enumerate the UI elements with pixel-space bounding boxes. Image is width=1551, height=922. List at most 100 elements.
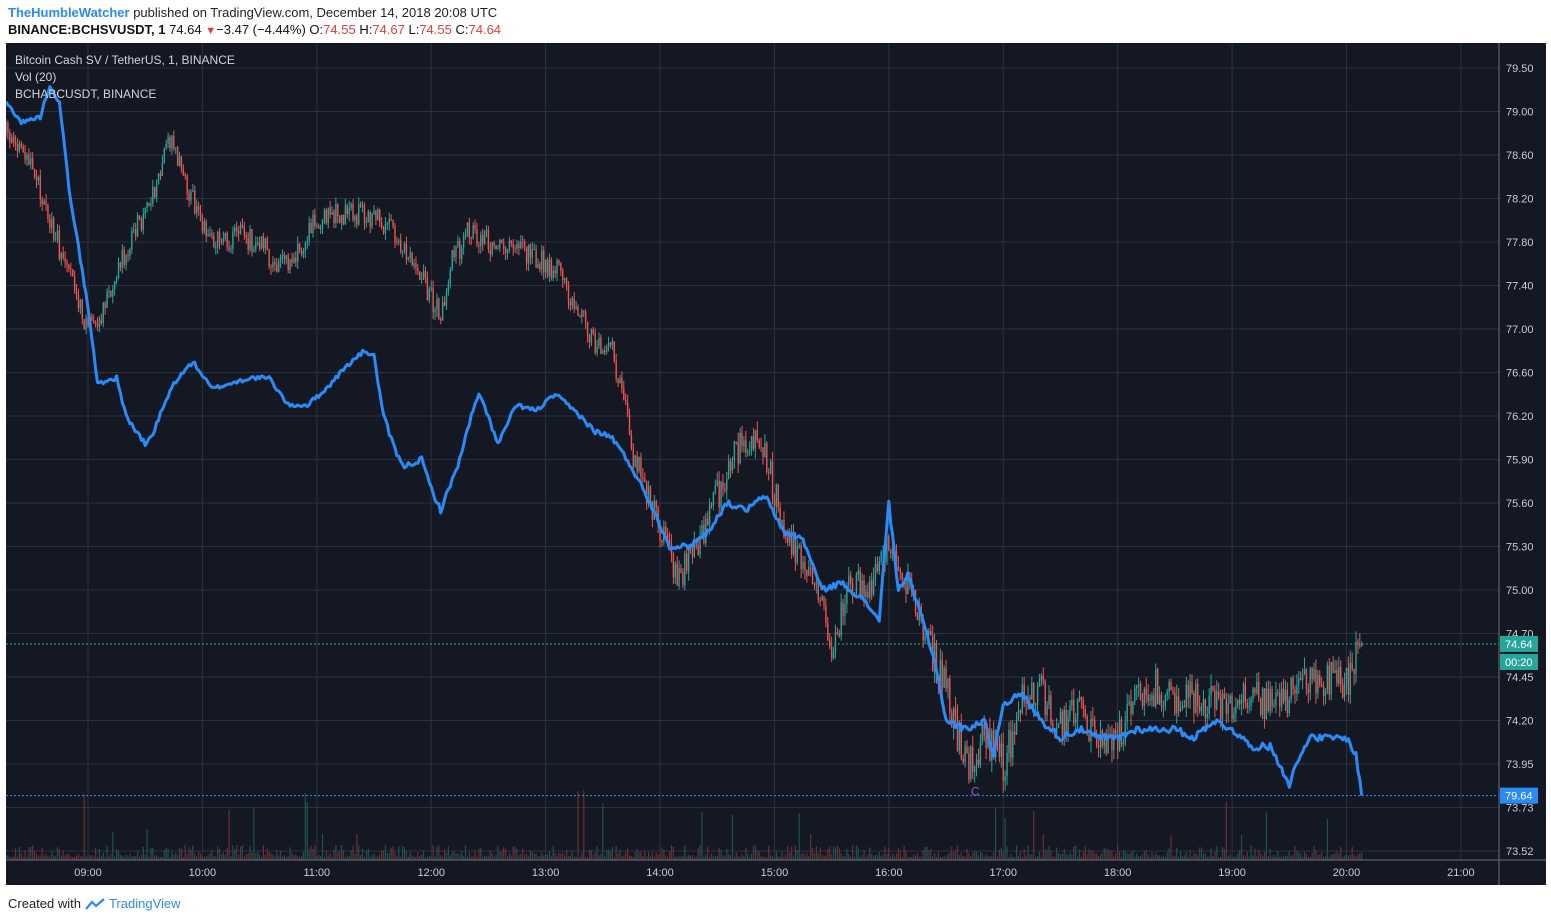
price-tags: 74.64 00:20 79.64 xyxy=(1500,635,1538,804)
candle xyxy=(1198,695,1201,714)
down-arrow-icon: ▼ xyxy=(205,25,217,37)
volume-bar xyxy=(1160,856,1163,860)
candle xyxy=(520,234,522,250)
volume-bar xyxy=(209,853,211,860)
candle xyxy=(304,241,307,258)
price-chart[interactable]: C 79.50 79.00 78.60 78.20 77.80 77.40 77.00 76.… xyxy=(4,43,1546,885)
volume-bar xyxy=(217,845,219,860)
candle xyxy=(1137,677,1140,697)
volume-bar xyxy=(367,849,369,860)
candle xyxy=(962,754,964,765)
volume-bar xyxy=(318,855,320,860)
candle xyxy=(973,765,976,783)
volume-bar xyxy=(503,846,505,860)
candle xyxy=(798,542,800,550)
candle xyxy=(270,264,272,275)
volume-bar xyxy=(867,854,869,860)
volume-bar xyxy=(474,851,476,860)
candle xyxy=(255,236,257,253)
legend-main[interactable]: Bitcoin Cash SV / TetherUS, 1, BINANCE xyxy=(15,53,235,67)
candle xyxy=(607,336,610,352)
volume-bar xyxy=(691,854,694,860)
author-link[interactable]: TheHumbleWatcher xyxy=(8,5,130,20)
volume-bar xyxy=(1042,834,1044,860)
volume-bar xyxy=(77,853,80,860)
candle xyxy=(624,393,627,406)
volume-bar xyxy=(1250,845,1252,860)
volume-bar xyxy=(796,850,798,860)
candle xyxy=(28,148,30,166)
volume-bar xyxy=(1204,852,1206,860)
candle xyxy=(949,674,951,724)
candle xyxy=(161,155,164,177)
candle xyxy=(972,735,974,780)
candle xyxy=(1120,716,1123,748)
candle xyxy=(232,226,234,255)
volume-bar xyxy=(171,850,173,860)
volume-bar xyxy=(1227,856,1229,860)
marker-c[interactable]: C xyxy=(971,785,980,799)
candle xyxy=(809,561,812,577)
volume-bar xyxy=(594,852,596,860)
tradingview-link[interactable]: TradingView xyxy=(108,896,181,911)
candle xyxy=(268,248,270,270)
volume-bar xyxy=(852,845,854,860)
footer: Created with TradingView xyxy=(8,896,181,911)
volume-bar xyxy=(1242,855,1245,860)
volume-bar xyxy=(501,850,503,860)
volume-bar xyxy=(409,851,411,860)
volume-bar xyxy=(764,856,766,860)
candle xyxy=(420,272,423,284)
candle xyxy=(1242,681,1245,710)
volume-bar xyxy=(832,846,835,860)
candle xyxy=(434,306,436,320)
volume-bar xyxy=(710,853,713,860)
volume-bar xyxy=(939,856,941,860)
candle xyxy=(1126,693,1128,731)
candle xyxy=(792,524,795,557)
volume-bar xyxy=(417,852,419,860)
price-tick-label: 77.40 xyxy=(1506,281,1534,293)
volume-bar xyxy=(306,802,308,860)
symbol-label: BINANCE:BCHSVUSDT, 1 xyxy=(8,22,166,37)
candle xyxy=(630,429,633,451)
volume-bar xyxy=(47,855,49,860)
candle xyxy=(409,246,411,264)
candle xyxy=(1174,687,1176,716)
time-axis[interactable]: 09:00 10:00 11:00 12:00 13:00 14:00 15:00 16:00… xyxy=(6,859,1546,879)
chart-container[interactable]: C 79.50 79.00 78.60 78.20 77.80 77.40 77.00 76.… xyxy=(4,43,1546,885)
volume-bar xyxy=(215,856,217,860)
volume-bar xyxy=(627,848,629,860)
candle xyxy=(39,169,42,207)
candle xyxy=(453,245,455,262)
candle xyxy=(1265,681,1268,720)
candle xyxy=(584,309,587,329)
candle xyxy=(531,242,533,264)
volume-bar xyxy=(16,856,19,860)
candle xyxy=(474,219,476,234)
volume-bar xyxy=(958,855,960,860)
candle xyxy=(451,249,453,271)
volume-bar xyxy=(1313,846,1315,860)
candle xyxy=(737,432,739,473)
candle xyxy=(62,246,64,261)
candle xyxy=(834,624,837,659)
price-axis[interactable]: 79.50 79.00 78.60 78.20 77.80 77.40 77.00 76.60… xyxy=(1506,63,1534,858)
candle xyxy=(560,261,562,277)
volume-bar xyxy=(766,856,768,860)
volume-bar xyxy=(695,856,697,860)
candle xyxy=(125,253,127,271)
legend-compare[interactable]: BCHABCUSDT, BINANCE xyxy=(15,87,156,101)
volume-bar xyxy=(611,847,613,860)
price-tick-label: 78.20 xyxy=(1506,194,1534,206)
candle xyxy=(5,118,7,138)
candle xyxy=(1277,688,1279,697)
candle xyxy=(1122,737,1125,752)
candle xyxy=(518,240,520,256)
volume-bar xyxy=(375,856,377,860)
candle xyxy=(249,224,251,253)
candle xyxy=(741,425,743,453)
legend-volume[interactable]: Vol (20) xyxy=(15,70,56,84)
candle xyxy=(173,130,175,152)
volume-bar xyxy=(62,850,64,860)
